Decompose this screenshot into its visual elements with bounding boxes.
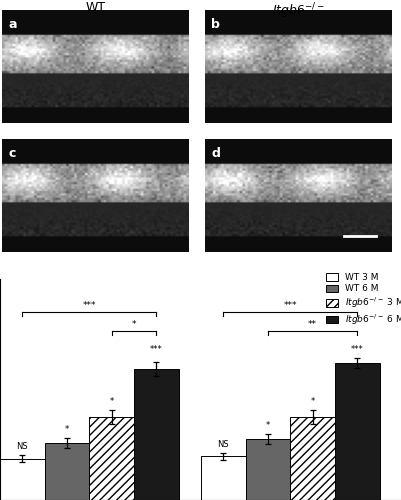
Bar [0,458,45,500]
Text: *: * [132,320,136,328]
Bar [134,368,178,500]
Bar [334,363,379,500]
Text: d: d [211,146,219,160]
Text: *: * [265,421,269,430]
Text: ***: *** [82,301,96,310]
Text: $\mathit{Itgb6}^{-/-}$: $\mathit{Itgb6}^{-/-}$ [271,2,324,21]
Text: b: b [211,18,219,31]
Text: *: * [65,426,69,434]
Legend: WT 3 M, WT 6 M, $\mathit{Itgb6}^{-/-}$ 3 M, $\mathit{Itgb6}^{-/-}$ 6 M: WT 3 M, WT 6 M, $\mathit{Itgb6}^{-/-}$ 3… [324,272,401,328]
Bar [89,417,134,500]
Text: a: a [8,18,16,31]
Text: WT: WT [85,2,105,15]
Bar [45,444,89,500]
Text: ***: *** [350,345,363,354]
Text: ***: *** [283,301,296,310]
Text: **: ** [308,320,316,328]
Text: ***: *** [150,345,162,354]
Bar [290,417,334,500]
Text: c: c [8,146,15,160]
Bar [245,439,290,500]
Text: *: * [310,397,314,406]
Text: *: * [109,397,113,406]
Bar [200,456,245,500]
Text: NS: NS [16,442,28,451]
Text: NS: NS [217,440,229,449]
